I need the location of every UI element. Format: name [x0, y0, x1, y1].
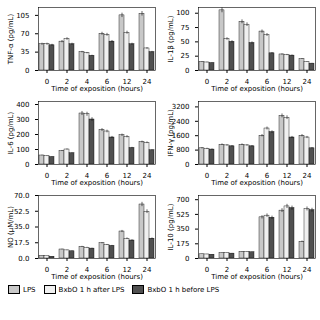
svg-text:Time of exposition (hours): Time of exposition (hours): [50, 85, 143, 93]
svg-text:525: 525: [176, 211, 189, 219]
svg-text:24: 24: [143, 266, 152, 274]
svg-text:IL-10 (pg/mL): IL-10 (pg/mL): [167, 203, 175, 250]
html-text:BxbO 1 h after LPS: BxbO 1 h after LPS: [58, 285, 125, 294]
svg-text:IL-6 (pg/mL): IL-6 (pg/mL): [7, 112, 15, 155]
svg-text:4: 4: [244, 172, 250, 181]
svg-text:TNF-α (pg/mL): TNF-α (pg/mL): [7, 14, 15, 66]
svg-text:0: 0: [205, 266, 209, 274]
html-text:LPS: LPS: [23, 285, 36, 294]
svg-text:100: 100: [16, 146, 29, 154]
svg-text:0: 0: [185, 67, 189, 75]
svg-text:6: 6: [264, 266, 270, 275]
svg-text:175: 175: [176, 240, 189, 248]
svg-text:35: 35: [21, 48, 30, 56]
svg-text:6: 6: [104, 266, 110, 275]
svg-text:52.5: 52.5: [14, 207, 30, 215]
svg-text:2: 2: [64, 172, 70, 181]
svg-text:12: 12: [122, 172, 132, 181]
svg-text:2400: 2400: [171, 117, 190, 126]
svg-text:0: 0: [25, 161, 29, 169]
svg-text:3200: 3200: [171, 103, 190, 112]
svg-text:1600: 1600: [171, 131, 190, 140]
svg-text:70: 70: [21, 30, 30, 38]
svg-text:0: 0: [25, 67, 29, 75]
svg-text:IFN-γ (pg/mL): IFN-γ (pg/mL): [167, 109, 175, 157]
svg-text:0: 0: [45, 172, 49, 180]
svg-text:2: 2: [224, 266, 230, 275]
html-text:BxbO 1 h before LPS: BxbO 1 h before LPS: [147, 285, 220, 294]
svg-text:200: 200: [16, 131, 29, 139]
svg-text:24: 24: [143, 78, 152, 86]
svg-text:6: 6: [264, 78, 270, 87]
svg-text:800: 800: [176, 146, 189, 154]
svg-text:2: 2: [224, 172, 230, 181]
svg-text:400: 400: [16, 101, 29, 109]
svg-text:0: 0: [185, 161, 189, 169]
svg-text:12: 12: [122, 266, 132, 275]
svg-text:6: 6: [104, 78, 110, 87]
svg-text:4: 4: [84, 78, 90, 87]
svg-text:Time of exposition (hours): Time of exposition (hours): [210, 273, 303, 281]
svg-text:Time of exposition (hours): Time of exposition (hours): [50, 179, 143, 187]
svg-text:2: 2: [64, 266, 70, 275]
svg-text:0.0: 0.0: [18, 255, 29, 263]
svg-text:6: 6: [104, 172, 110, 181]
svg-text:4: 4: [84, 266, 90, 275]
svg-text:4: 4: [84, 172, 90, 181]
svg-text:6: 6: [264, 172, 270, 181]
svg-text:12: 12: [282, 78, 292, 87]
svg-text:24: 24: [143, 172, 152, 180]
svg-text:24: 24: [303, 78, 312, 86]
svg-text:12: 12: [282, 172, 292, 181]
svg-text:70.0: 70.0: [14, 192, 30, 200]
svg-text:12: 12: [122, 78, 132, 87]
svg-text:0: 0: [45, 266, 49, 274]
svg-text:25: 25: [181, 52, 190, 60]
svg-text:0: 0: [205, 172, 209, 180]
svg-text:24: 24: [303, 266, 312, 274]
svg-text:0: 0: [205, 78, 209, 86]
svg-text:300: 300: [16, 116, 29, 124]
svg-text:Time of exposition (hours): Time of exposition (hours): [210, 85, 303, 93]
svg-text:2: 2: [224, 78, 230, 87]
svg-text:17.5: 17.5: [14, 239, 30, 247]
svg-text:700: 700: [176, 196, 189, 204]
svg-text:0: 0: [45, 78, 49, 86]
svg-text:4: 4: [244, 266, 250, 275]
svg-text:4: 4: [244, 78, 250, 87]
svg-text:50: 50: [181, 38, 190, 46]
svg-text:Time of exposition (hours): Time of exposition (hours): [50, 273, 143, 281]
svg-text:350: 350: [176, 225, 189, 233]
svg-text:105: 105: [16, 12, 29, 20]
svg-text:IL-1β (pg/mL): IL-1β (pg/mL): [167, 15, 175, 62]
svg-text:Time of exposition (hours): Time of exposition (hours): [210, 179, 303, 187]
svg-text:12: 12: [282, 266, 292, 275]
svg-text:0: 0: [185, 255, 189, 263]
svg-text:NO (μM/mL): NO (μM/mL): [7, 206, 15, 248]
svg-text:24: 24: [303, 172, 312, 180]
svg-text:2: 2: [64, 78, 70, 87]
svg-text:75: 75: [181, 24, 190, 32]
svg-text:35.0: 35.0: [14, 223, 30, 231]
svg-text:100: 100: [176, 9, 189, 17]
